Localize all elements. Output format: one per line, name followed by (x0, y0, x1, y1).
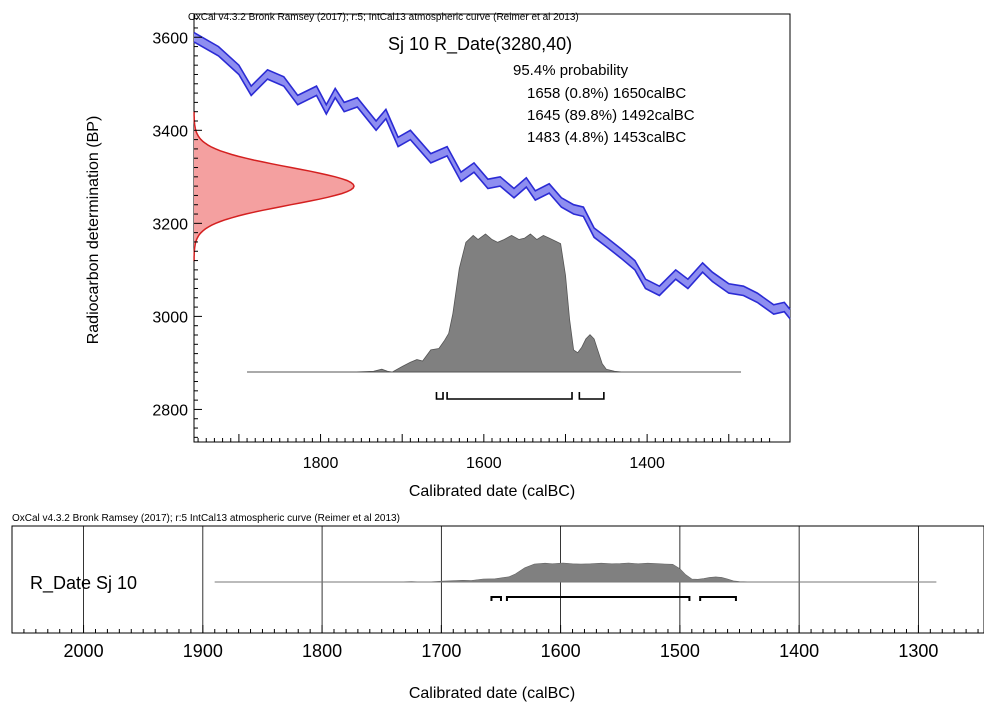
range-line-2: 1645 (89.8%) 1492calBC (527, 107, 695, 124)
x-tick-label: 1300 (898, 641, 938, 661)
hpd-bracket (505, 596, 691, 601)
y-tick-label: 3200 (152, 216, 188, 233)
bottom-x-axis: 2000 1900 1800 1700 1600 1500 1400 1300 (11, 625, 979, 661)
bottom-posterior-distribution (214, 562, 937, 583)
y-tick-label: 2800 (152, 402, 188, 419)
measurement-outline (193, 110, 355, 262)
top-plot: OxCal v4.3.2 Bronk Ramsey (2017); r:5; I… (85, 12, 791, 500)
range-line-3: 1483 (4.8%) 1453calBC (527, 129, 686, 146)
top-y-axis-label: Radiocarbon determination (BP) (85, 116, 102, 345)
calibration-band (194, 32, 790, 319)
x-tick-label: 1900 (183, 641, 223, 661)
hpd-bracket (699, 596, 737, 601)
hpd-bracket (490, 596, 502, 601)
x-tick-label: 1800 (302, 641, 342, 661)
posterior-fill (247, 233, 741, 373)
y-tick-label: 3600 (152, 30, 188, 47)
bottom-plot-frame (11, 525, 984, 634)
bottom-header-text: OxCal v4.3.2 Bronk Ramsey (2017); r:5 In… (12, 513, 400, 524)
hpd-bracket (578, 392, 605, 400)
calibration-curve-upper (193, 31, 791, 310)
calibration-curve-lower (193, 41, 791, 320)
row-label: R_Date Sj 10 (30, 573, 137, 594)
probability-heading: 95.4% probability (513, 62, 629, 79)
measurement-fill (194, 111, 354, 261)
y-tick-label: 3000 (152, 309, 188, 326)
x-tick-label: 1600 (466, 455, 502, 472)
hpd-bracket (435, 392, 444, 400)
hpd-bracket (446, 392, 573, 400)
top-chart-title: Sj 10 R_Date(3280,40) (388, 34, 572, 55)
posterior-distribution (247, 233, 742, 373)
hpd-brackets (435, 392, 605, 400)
x-tick-label: 1800 (303, 455, 339, 472)
bottom-posterior-fill (214, 562, 937, 583)
measurement-distribution (193, 110, 355, 262)
calibration-curve (193, 31, 791, 320)
x-tick-label: 1400 (779, 641, 819, 661)
bottom-hpd-brackets (490, 596, 737, 601)
top-x-axis-label: Calibrated date (calBC) (409, 483, 575, 500)
bottom-plot: OxCal v4.3.2 Bronk Ramsey (2017); r:5 In… (11, 513, 984, 702)
bottom-x-axis-label: Calibrated date (calBC) (409, 685, 575, 702)
top-y-axis: 3600 3400 3200 3000 2800 (152, 18, 202, 438)
top-header-text: OxCal v4.3.2 Bronk Ramsey (2017); r:5; I… (188, 12, 579, 23)
x-tick-label: 1400 (629, 455, 665, 472)
range-line-1: 1658 (0.8%) 1650calBC (527, 85, 686, 102)
top-x-axis: 1800 1600 1400 (197, 434, 771, 472)
y-tick-label: 3400 (152, 123, 188, 140)
x-tick-label: 1500 (660, 641, 700, 661)
x-tick-label: 1600 (541, 641, 581, 661)
x-tick-label: 1700 (421, 641, 461, 661)
x-tick-label: 2000 (64, 641, 104, 661)
